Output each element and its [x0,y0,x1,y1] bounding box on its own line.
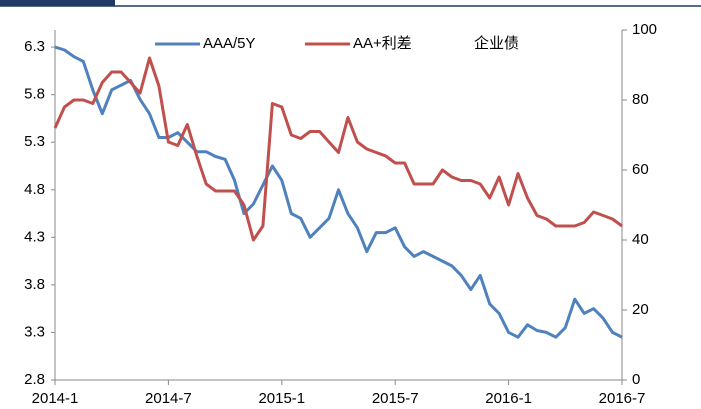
x-tick-label: 2015-1 [258,390,305,407]
x-tick-label: 2014-7 [145,390,192,407]
y2-tick-label: 80 [632,91,649,108]
y-tick-label: 5.3 [24,133,45,150]
line-series [53,56,623,242]
y-tick-label: 4.8 [24,181,45,198]
y2-tick-label: 0 [632,371,640,388]
y2-tick-label: 40 [632,231,649,248]
y2-tick-label: 100 [632,21,657,38]
y2-tick-label: 60 [632,161,649,178]
y-tick-label: 3.8 [24,276,45,293]
annotation: 企业债 [474,34,519,52]
header-bar [0,0,115,6]
y2-tick-label: 20 [632,301,649,318]
y-tick-label: 3.3 [24,323,45,340]
line-series [54,45,623,339]
x-tick-label: 2015-7 [372,390,419,407]
x-tick-label: 2014-1 [32,390,79,407]
y-tick-label: 6.3 [24,38,45,55]
legend-label: AAA/5Y [203,35,256,52]
x-tick-label: 2016-1 [485,390,532,407]
y-tick-label: 5.8 [24,86,45,103]
y-tick-label: 2.8 [24,371,45,388]
x-tick-label: 2016-7 [599,390,646,407]
legend-label: AA+利差 [353,35,412,52]
y-tick-label: 4.3 [24,228,45,245]
